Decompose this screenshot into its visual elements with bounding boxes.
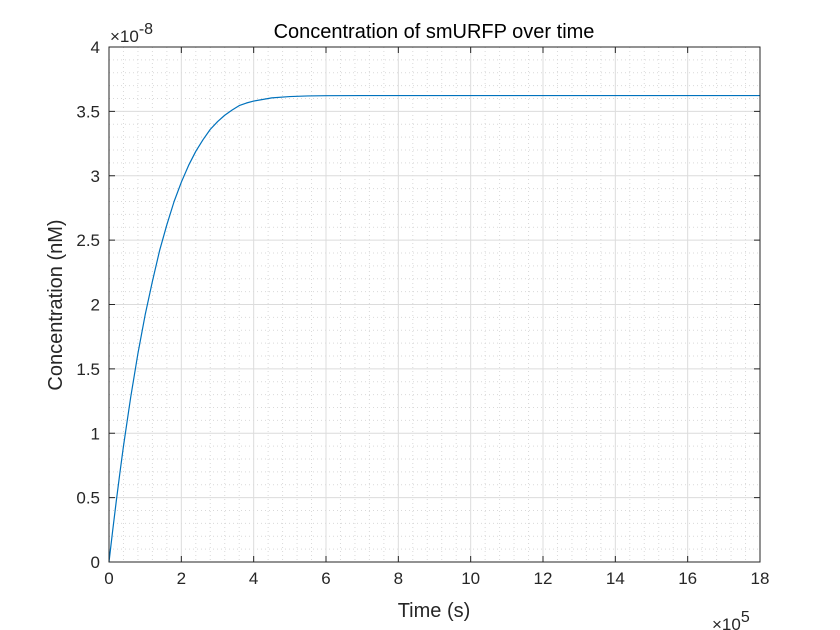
y-tick-label: 0.5 <box>76 489 100 508</box>
series-layer <box>108 94 760 563</box>
x-tick-label: 14 <box>606 569 625 588</box>
y-tick-label: 3 <box>91 167 100 186</box>
y-tick-label: 3.5 <box>76 102 100 121</box>
x-tick-label: 2 <box>177 569 186 588</box>
x-tick-label: 6 <box>321 569 330 588</box>
chart-title: Concentration of smURFP over time <box>274 21 595 43</box>
x-axis-label: Time (s) <box>398 600 471 622</box>
x-tick-label: 12 <box>534 569 553 588</box>
x-multiplier-base: ×10 <box>712 615 741 630</box>
x-tick-label: 10 <box>461 569 480 588</box>
x-axis-multiplier: ×105 <box>712 609 750 630</box>
x-tick-label: 16 <box>678 569 697 588</box>
x-tick-label: 8 <box>394 569 403 588</box>
x-tick-label: 0 <box>104 569 113 588</box>
tick-marks <box>108 46 761 563</box>
y-tick-label: 4 <box>91 38 100 57</box>
y-tick-labels: 0 0.5 1 1.5 2 2.5 3 3.5 4 <box>76 38 100 572</box>
y-tick-label: 1 <box>91 424 100 443</box>
y-axis-multiplier: ×10-8 <box>110 21 153 46</box>
series-line-1 <box>108 94 760 563</box>
x-tick-label: 18 <box>751 569 770 588</box>
x-tick-labels: 0 2 4 6 8 10 12 14 16 18 <box>104 569 769 588</box>
y-tick-label: 2 <box>91 296 100 315</box>
y-multiplier-exponent: -8 <box>139 21 153 38</box>
minor-grid <box>109 47 760 562</box>
x-multiplier-exponent: 5 <box>741 609 750 626</box>
x-tick-label: 4 <box>249 569 258 588</box>
y-axis-label: Concentration (nM) <box>45 219 67 390</box>
y-tick-label: 2.5 <box>76 231 100 250</box>
y-tick-label: 0 <box>91 553 100 572</box>
y-multiplier-base: ×10 <box>110 27 139 46</box>
y-tick-label: 1.5 <box>76 360 100 379</box>
